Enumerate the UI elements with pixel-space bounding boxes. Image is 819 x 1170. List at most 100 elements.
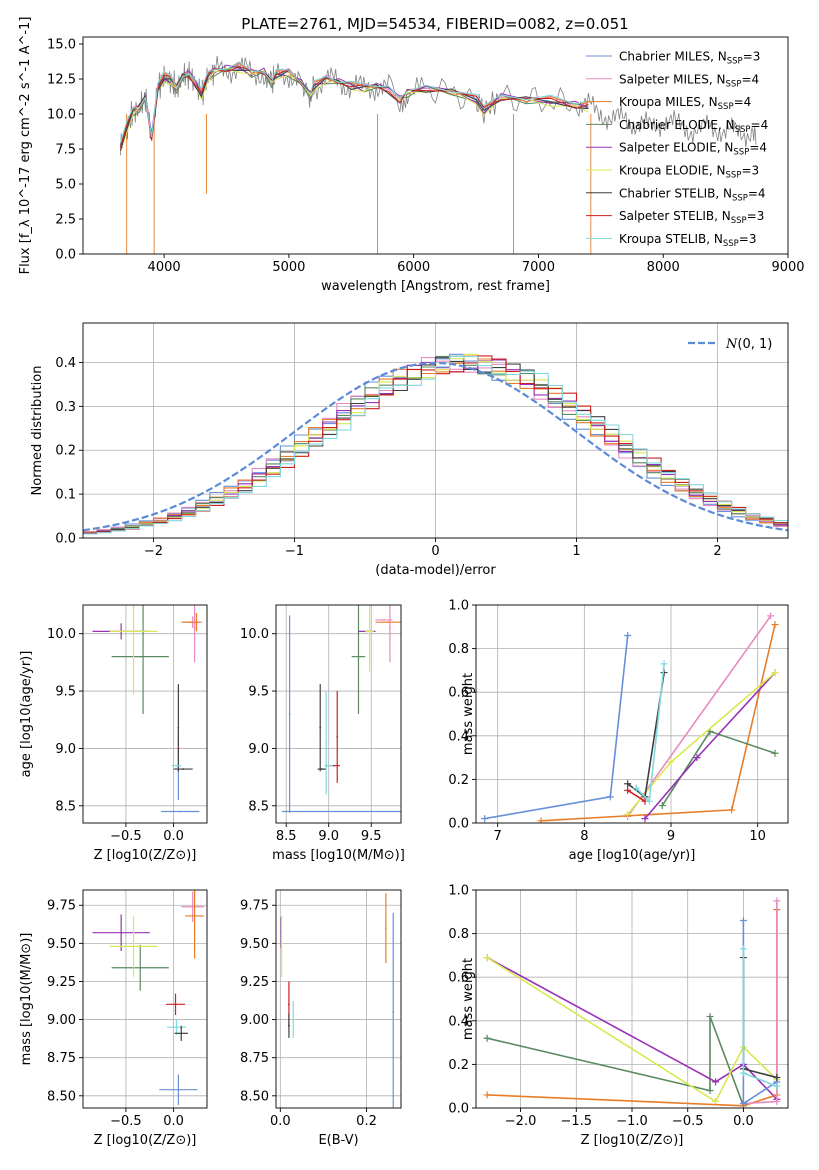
y-tick-label: 10.0	[47, 627, 76, 642]
mass-weight-marker	[771, 669, 779, 677]
data-point	[385, 927, 387, 930]
x-tick-label: −2	[144, 544, 163, 559]
y-tick-label: 1.0	[448, 884, 469, 899]
mass-vs-EBV-panel: 0.0 0.2 8.50 8.75 9.00 9.25 9.50 9.75 E(B-V)	[240, 889, 402, 1148]
data-point	[182, 768, 185, 770]
y-tick-label: 0.4	[448, 1014, 469, 1029]
legend-label-sub: SSP	[731, 216, 747, 226]
model-line	[119, 65, 589, 146]
x-axis-label: Z [log10(Z/Z⊙)]	[581, 1133, 684, 1148]
x-tick-label: −1.5	[560, 1114, 592, 1129]
legend-label: Chabrier MILES, NSSP=3	[619, 50, 760, 67]
mass-weight-marker	[483, 1091, 491, 1099]
normal-reference-curve	[83, 361, 788, 532]
legend-label-tail: =3	[747, 209, 765, 223]
x-tick-label: 0.0	[270, 1114, 291, 1129]
legend-label-sub: SSP	[726, 79, 742, 89]
y-tick-label: 0.8	[448, 642, 469, 657]
x-axis-label: E(B-V)	[318, 1133, 358, 1148]
y-tick-label: 5.0	[55, 178, 76, 193]
legend-label: Chabrier STELIB, NSSP=4	[619, 186, 766, 203]
y-tick-label: 9.5	[55, 685, 76, 700]
legend-label-sub: SSP	[727, 57, 743, 67]
mass-weight-line	[486, 956, 778, 1103]
mass-weight-line	[484, 635, 629, 820]
y-tick-label: 0.0	[55, 248, 76, 263]
y-axis-label: Normed distribution	[30, 366, 45, 496]
spectrum-panel: 4000 5000 6000 7000 8000 9000 0.0 2.5 5.0 7.5 10.0…	[18, 17, 805, 294]
legend-label-main: Kroupa ELODIE, N	[619, 164, 726, 178]
data-point	[175, 764, 178, 767]
data-point	[189, 621, 192, 624]
data-point	[193, 627, 196, 629]
data-point	[132, 945, 135, 948]
mass-vs-Z-plot-area	[92, 890, 205, 1105]
x-tick-label: −0.5	[110, 829, 142, 844]
x-axis-label: Z [log10(Z/Z⊙)]	[94, 1133, 197, 1148]
data-point	[292, 1018, 295, 1021]
legend-label-tail: =4	[741, 72, 759, 86]
y-tick-label: 8.5	[55, 799, 76, 814]
data-point	[389, 627, 391, 629]
legend-label-script: N	[725, 337, 738, 352]
massweight-vs-age-plot-area	[481, 612, 779, 823]
mass-weight-marker	[773, 1073, 781, 1081]
y-tick-label: 0.2	[448, 773, 469, 788]
model-line	[119, 67, 589, 151]
mass-weight-marker	[537, 817, 545, 823]
y-tick-label: 9.75	[47, 899, 76, 914]
x-tick-label: 7000	[522, 260, 555, 275]
x-axis-label: age [log10(age/yr)]	[569, 848, 696, 863]
data-point	[180, 1032, 183, 1035]
x-tick-label: 0.2	[356, 1114, 377, 1129]
axes-frame	[275, 604, 402, 824]
data-point	[321, 768, 323, 770]
age-vs-mass-panel: 8.5 9.0 9.5 8.5 9.0 9.5 10.0 mass [log10(M/M⊙)]	[240, 604, 405, 863]
legend-label: Salpeter ELODIE, NSSP=4	[619, 141, 767, 158]
data-point	[177, 726, 180, 729]
legend-label-tail: =4	[751, 118, 769, 132]
data-point	[177, 747, 180, 750]
mass-weight-marker	[667, 758, 675, 766]
mass-weight-marker	[693, 754, 701, 762]
massweight-vs-Z-panel: −2.0 −1.5 −1.0 −0.5 0.0 0.0 0.2 0.4 0.6 0.8 1.0 Z […	[448, 884, 789, 1148]
data-point	[132, 630, 135, 633]
data-point	[357, 655, 360, 658]
x-tick-label: 0	[431, 544, 439, 559]
mass-weight-marker	[767, 612, 775, 620]
x-tick-label: 0.0	[163, 829, 184, 844]
data-point	[288, 1003, 290, 1006]
y-tick-label: 12.5	[47, 73, 76, 88]
legend-label-main: Salpeter MILES, N	[619, 72, 726, 86]
y-tick-label: 9.75	[240, 899, 269, 914]
y-tick-label: 9.50	[240, 937, 269, 952]
mass-weight-marker	[728, 806, 736, 814]
data-point	[383, 619, 385, 621]
model-line	[119, 61, 589, 143]
mass-weight-marker	[624, 632, 632, 640]
data-point	[139, 655, 142, 658]
y-tick-label: 2.5	[55, 213, 76, 228]
x-tick-label: 1	[572, 544, 580, 559]
data-point	[191, 905, 194, 908]
data-point	[288, 1024, 290, 1027]
residuals-plot-area	[83, 353, 788, 535]
mass-vs-EBV-plot-area	[280, 893, 395, 1108]
y-tick-label: 9.00	[47, 1013, 76, 1028]
data-point	[174, 1003, 177, 1006]
mass-weight-marker	[712, 1078, 720, 1086]
mass-weight-marker	[706, 1012, 714, 1020]
mass-weight-marker	[739, 1069, 747, 1077]
x-axis-label: (data-model)/error	[375, 563, 496, 578]
mass-weight-line	[644, 672, 776, 820]
mass-weight-marker	[706, 1087, 714, 1095]
mass-weight-marker	[658, 802, 666, 810]
legend-label-sub: SSP	[726, 171, 742, 181]
data-point	[368, 630, 371, 633]
spectrum-plot-area	[119, 55, 757, 254]
x-axis-label: wavelength [Angstrom, rest frame]	[321, 279, 550, 294]
legend-label-main: Chabrier ELODIE, N	[619, 118, 735, 132]
axes-frame	[82, 889, 208, 1109]
